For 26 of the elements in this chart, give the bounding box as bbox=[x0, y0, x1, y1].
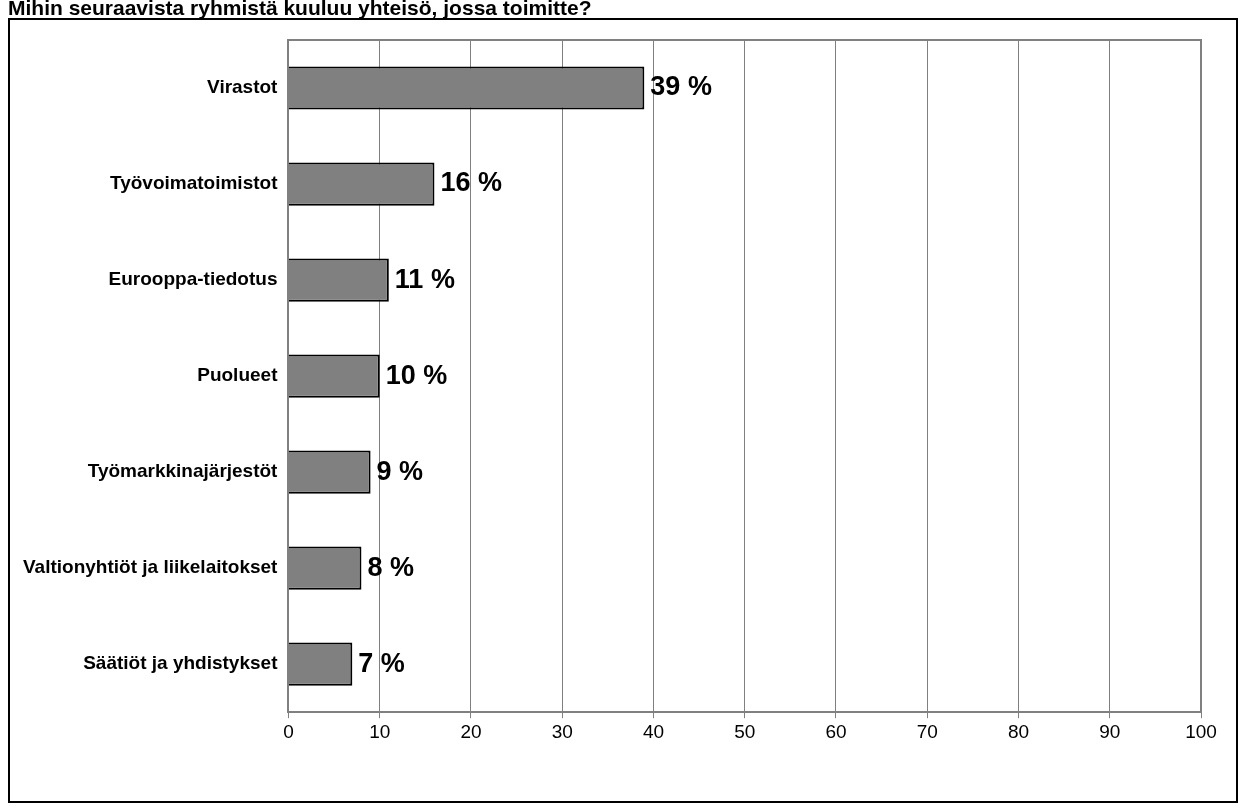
data-label: 11 % bbox=[394, 263, 455, 294]
data-label: 39 % bbox=[650, 71, 712, 102]
y-tick-label: Eurooppa-tiedotus bbox=[108, 268, 278, 290]
x-tick-label: 20 bbox=[460, 720, 482, 742]
data-label: 7 % bbox=[358, 647, 405, 678]
x-tick-label: 0 bbox=[283, 720, 294, 742]
x-tick-label: 40 bbox=[642, 720, 665, 742]
x-tick-label: 30 bbox=[551, 720, 573, 742]
y-tick-label: Valtionyhtiöt ja liikelaitokset bbox=[22, 556, 279, 578]
y-tick-label: Työvoimatoimistot bbox=[109, 172, 279, 194]
x-tick-label: 80 bbox=[1007, 720, 1030, 742]
data-label: 8 % bbox=[367, 551, 414, 582]
y-tick-label: Säätiöt ja yhdistykset bbox=[83, 652, 279, 674]
y-tick-label: Työmarkkinajärjestöt bbox=[87, 460, 279, 482]
data-label: 9 % bbox=[376, 455, 424, 486]
x-tick-label: 50 bbox=[734, 720, 756, 742]
chart-title: Mihin seuraavista ryhmistä kuuluu yhteisö, jossa toimitte? bbox=[8, 0, 592, 19]
data-label: 16 % bbox=[440, 167, 503, 198]
x-tick-label: 90 bbox=[1099, 720, 1121, 742]
y-tick-label: Puolueet bbox=[197, 364, 279, 386]
x-tick-label: 100 bbox=[1185, 720, 1217, 742]
data-label: 10 % bbox=[385, 359, 448, 390]
x-tick-label: 10 bbox=[369, 720, 391, 742]
y-tick-label: Virastot bbox=[207, 76, 279, 98]
x-tick-label: 70 bbox=[916, 720, 938, 742]
x-tick-label: 60 bbox=[825, 720, 847, 742]
